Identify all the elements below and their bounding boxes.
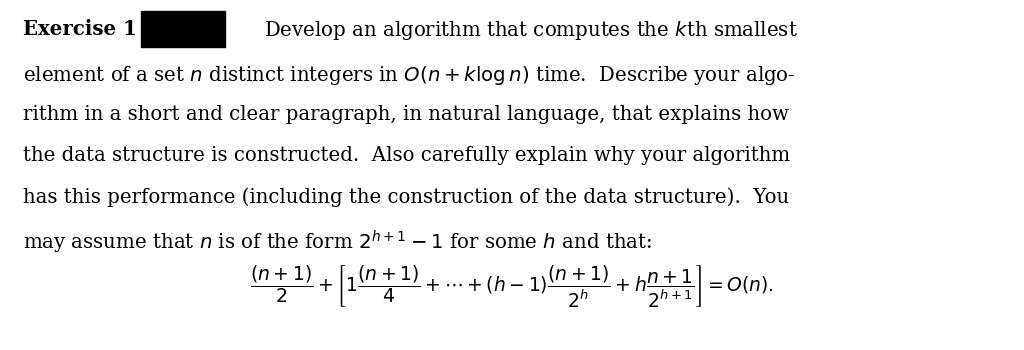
Text: Develop an algorithm that computes the $k$th smallest: Develop an algorithm that computes the $… (264, 19, 798, 42)
Text: Exercise 1: Exercise 1 (23, 19, 136, 39)
Text: may assume that $n$ is of the form $2^{h+1} - 1$ for some $h$ and that:: may assume that $n$ is of the form $2^{h… (23, 229, 651, 256)
Text: element of a set $n$ distinct integers in $O(n + k\log n)$ time.  Describe your : element of a set $n$ distinct integers i… (23, 64, 796, 87)
FancyBboxPatch shape (141, 10, 225, 47)
Text: has this performance (including the construction of the data structure).  You: has this performance (including the cons… (23, 188, 788, 207)
Text: $\dfrac{(n+1)}{2} + \left[1\dfrac{(n+1)}{4} + \cdots + (h-1)\dfrac{(n+1)}{2^h} +: $\dfrac{(n+1)}{2} + \left[1\dfrac{(n+1)}… (250, 264, 774, 310)
Text: the data structure is constructed.  Also carefully explain why your algorithm: the data structure is constructed. Also … (23, 146, 790, 165)
Text: rithm in a short and clear paragraph, in natural language, that explains how: rithm in a short and clear paragraph, in… (23, 105, 788, 124)
